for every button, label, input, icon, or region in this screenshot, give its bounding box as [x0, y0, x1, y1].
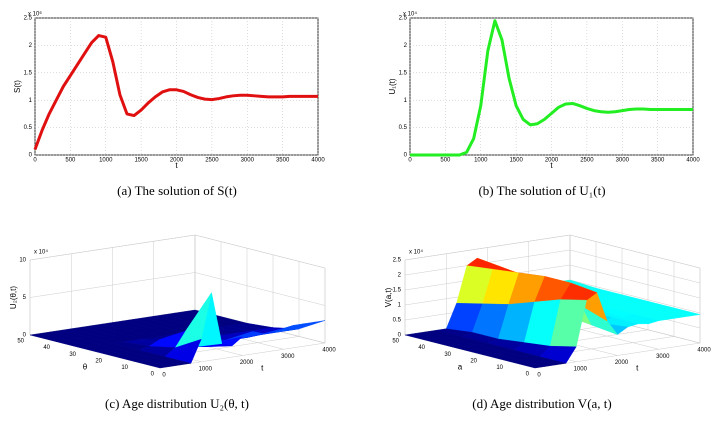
- y-tick-label: 0: [404, 153, 408, 159]
- z-tick-label: 1.5: [393, 288, 402, 294]
- x-axis-label: t: [550, 161, 553, 170]
- x-tick-label: 4000: [322, 348, 336, 354]
- scale-label: x 10⁴: [34, 249, 48, 256]
- y-tick-label: 1: [29, 98, 33, 104]
- z-tick-label: 2: [398, 273, 402, 279]
- y-tick-label: 1.5: [399, 70, 408, 76]
- data-line: [410, 19, 693, 157]
- z-tick-label: 0: [23, 333, 27, 339]
- x-tick-label: 3000: [656, 354, 670, 360]
- y-tick-label: 1.5: [24, 70, 33, 76]
- x-tick-label: 4000: [311, 158, 325, 164]
- x-tick-label: 3000: [241, 158, 255, 164]
- x-tick-label: 1500: [134, 158, 148, 164]
- x-tick-label: 2500: [580, 158, 594, 164]
- caption: (b) The solution of U₁(t): [478, 183, 605, 198]
- y-tick-label: 40: [418, 345, 425, 351]
- y-tick-label: 20: [95, 358, 102, 364]
- x-tick-label: 1000: [474, 158, 488, 164]
- caption: (d) Age distribution V(a, t): [472, 396, 612, 411]
- x-tick-label: 0: [537, 373, 541, 379]
- z-tick-label: 0.5: [393, 318, 402, 324]
- y-tick-label: 10: [496, 365, 503, 371]
- surface-patch: [133, 359, 171, 369]
- y-tick-label: 2.5: [24, 16, 33, 22]
- y-tick-label: 20: [470, 358, 477, 364]
- y-tick-label: 40: [43, 345, 50, 351]
- grid-line: [569, 234, 701, 269]
- grid-line: [404, 234, 571, 261]
- grid-line: [194, 272, 326, 306]
- z-tick-label: 2.5: [393, 258, 402, 264]
- caption: (a) The solution of S(t): [117, 183, 237, 198]
- x-tick-label: 3000: [616, 158, 630, 164]
- plot-area: [34, 17, 319, 156]
- y-axis-label: U₁(t): [388, 78, 397, 94]
- z-axis-label: U₂(θ,t): [9, 286, 18, 309]
- x-tick-label: 2000: [615, 360, 629, 366]
- x-axis-label: t: [175, 161, 178, 170]
- x-tick-label: 500: [65, 158, 76, 164]
- grid-line: [29, 234, 196, 261]
- y-tick-label: 50: [17, 339, 24, 345]
- surface-patch: [508, 359, 546, 369]
- x-tick-label: 3500: [276, 158, 290, 164]
- z-axis-label: V(a,t): [384, 287, 393, 307]
- x-axis-label: t: [261, 364, 264, 373]
- x-tick-label: 2000: [545, 158, 559, 164]
- x-tick-label: 0: [33, 158, 37, 164]
- grid-line: [569, 279, 701, 314]
- y-tick-label: 30: [444, 352, 451, 358]
- caption: (c) Age distribution U₂(θ, t): [105, 396, 249, 411]
- y-tick-label: 1: [404, 98, 408, 104]
- grid-line: [194, 234, 326, 269]
- scale-label: x 10⁴: [409, 249, 423, 256]
- y-tick-label: 0: [29, 153, 33, 159]
- y-axis-label: S(t): [13, 80, 22, 93]
- y-tick-label: 0.5: [24, 125, 33, 131]
- y-tick-label: 2: [404, 43, 408, 49]
- x-axis-label: t: [636, 364, 639, 373]
- x-tick-label: 4000: [697, 348, 711, 354]
- y-tick-label: 2.5: [399, 16, 408, 22]
- grid-line: [29, 272, 196, 298]
- x-tick-label: 4000: [686, 158, 700, 164]
- grid-line: [569, 264, 701, 299]
- x-tick-label: 0: [408, 158, 412, 164]
- x-tick-label: 1000: [574, 366, 588, 372]
- data-line: [33, 34, 318, 151]
- y-axis-label: a: [458, 363, 463, 372]
- x-tick-label: 2500: [205, 158, 219, 164]
- y-tick-label: 2: [29, 43, 33, 49]
- z-tick-label: 1: [398, 303, 402, 309]
- x-tick-label: 2000: [240, 360, 254, 366]
- x-tick-label: 2000: [170, 158, 184, 164]
- x-tick-label: 1500: [509, 158, 523, 164]
- grid-line: [569, 249, 701, 284]
- x-tick-label: 3500: [651, 158, 665, 164]
- x-tick-label: 0: [162, 373, 166, 379]
- x-tick-label: 1000: [99, 158, 113, 164]
- y-tick-label: 0.5: [399, 125, 408, 131]
- y-tick-label: 30: [69, 352, 76, 358]
- x-tick-label: 500: [440, 158, 451, 164]
- scale-label: x 10⁴: [403, 11, 417, 18]
- x-tick-label: 1000: [199, 366, 213, 372]
- y-tick-label: 0: [151, 372, 155, 378]
- z-tick-label: 10: [19, 258, 26, 264]
- scale-label: x 10⁶: [28, 11, 42, 18]
- y-tick-label: 50: [392, 339, 399, 345]
- y-tick-label: 0: [526, 372, 530, 378]
- y-axis-label: θ: [83, 363, 88, 372]
- y-tick-label: 10: [121, 365, 128, 371]
- z-tick-label: 5: [23, 295, 27, 301]
- plot-area: [409, 17, 694, 156]
- x-tick-label: 3000: [281, 354, 295, 360]
- z-tick-label: 0: [398, 333, 402, 339]
